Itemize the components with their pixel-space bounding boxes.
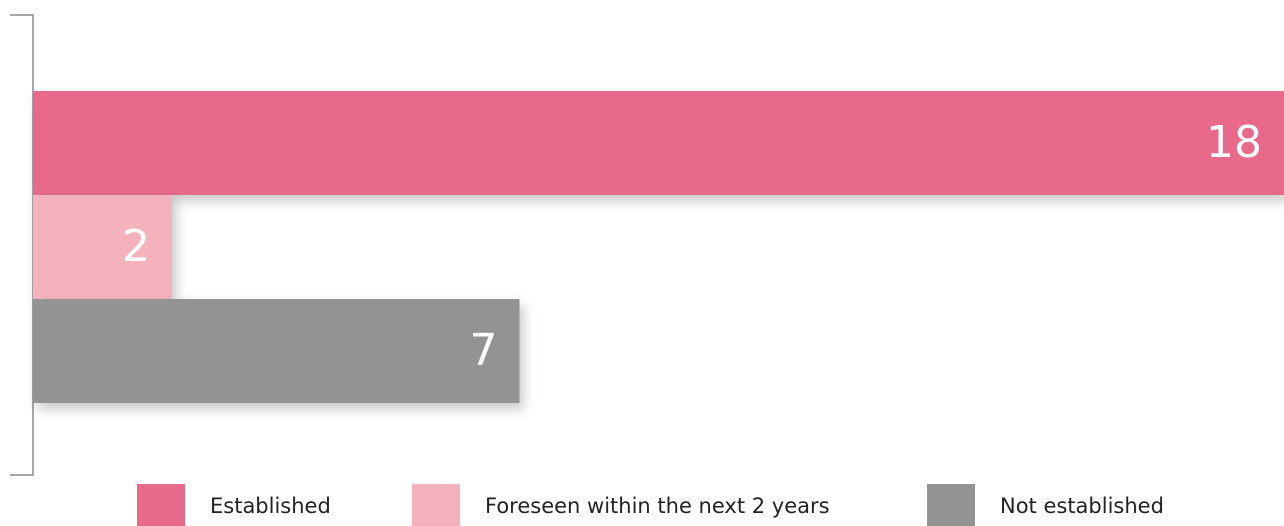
- legend-swatch: [137, 484, 185, 526]
- category-axis: [10, 14, 34, 476]
- bar: [33, 299, 520, 403]
- legend-swatch: [927, 484, 975, 526]
- legend-label: Not established: [1000, 494, 1164, 518]
- data-label: 18: [1206, 117, 1262, 168]
- data-label: 7: [470, 325, 498, 376]
- legend-label: Foreseen within the next 2 years: [485, 494, 830, 518]
- bar: [33, 195, 172, 299]
- data-label: 2: [122, 221, 150, 272]
- bar: [33, 91, 1284, 195]
- legend-swatch: [412, 484, 460, 526]
- legend-label: Established: [210, 494, 331, 518]
